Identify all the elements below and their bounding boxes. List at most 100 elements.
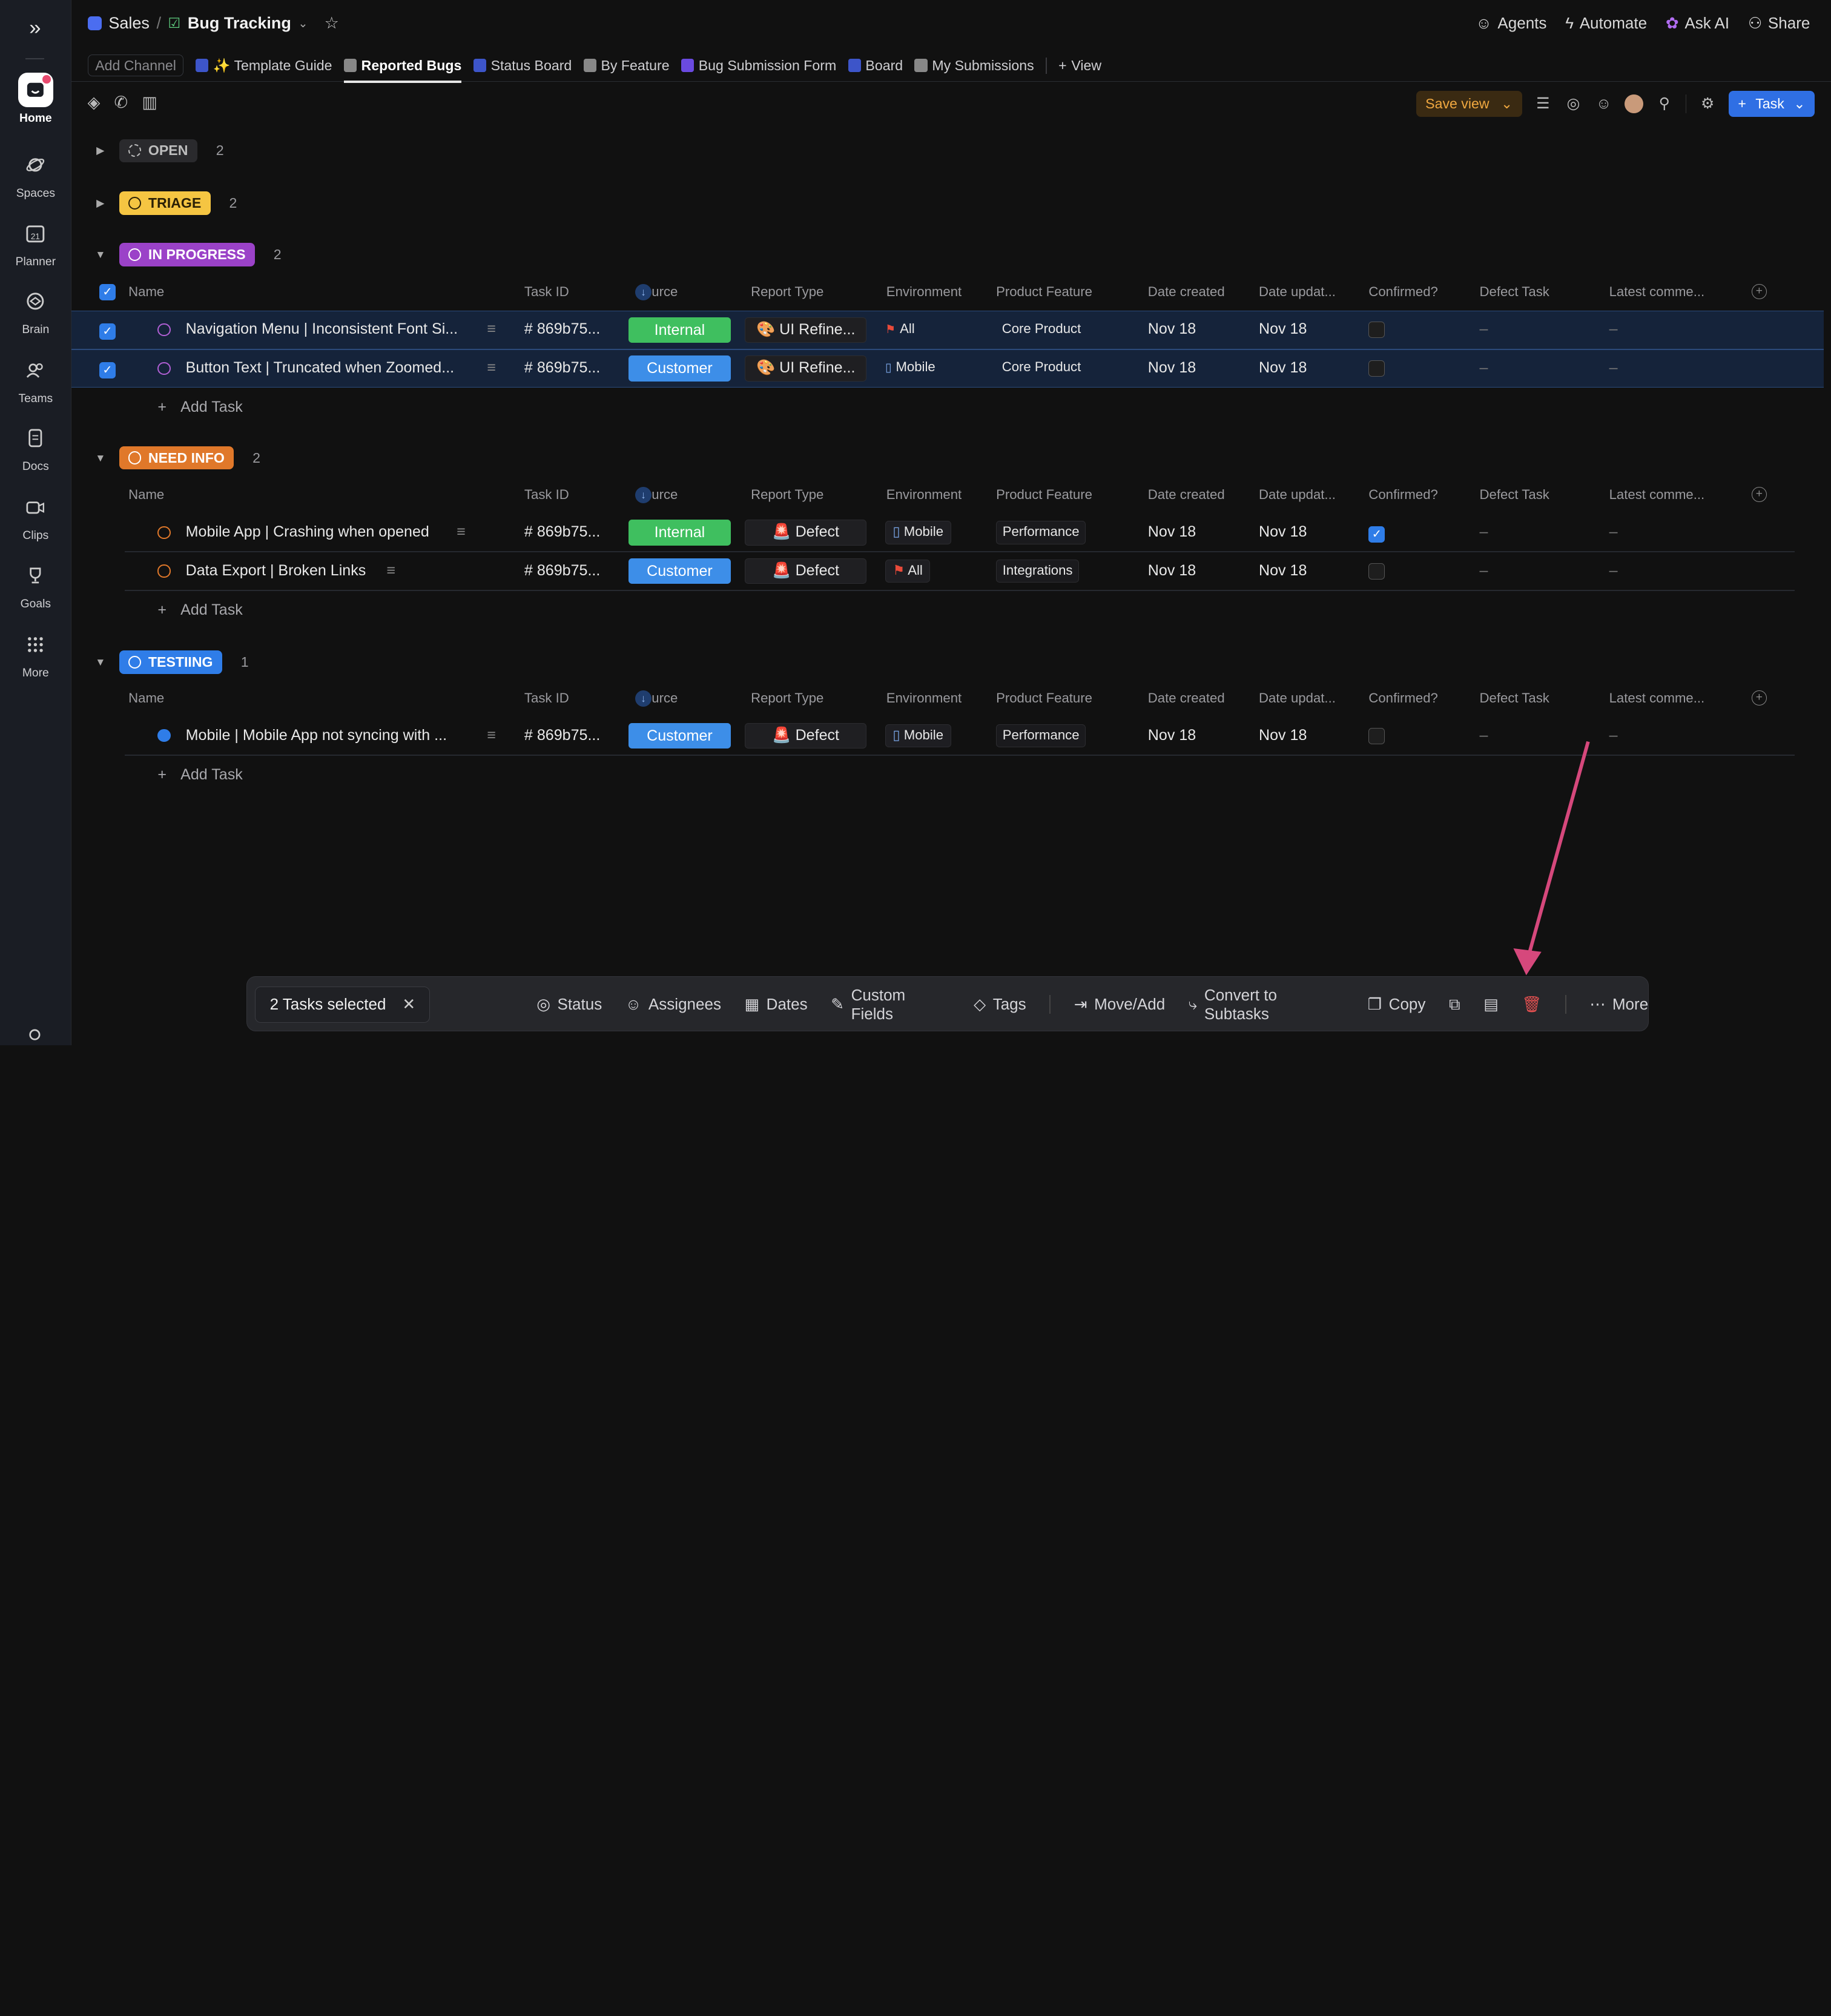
tab-reported-bugs[interactable]: Reported Bugs <box>343 49 461 83</box>
bulk-dates-button[interactable]: ▦ Dates <box>745 995 808 1014</box>
group-open[interactable]: ▶ OPEN 2 <box>93 139 224 163</box>
group-need-info[interactable]: ▼ NEED INFO 2 <box>93 446 260 470</box>
environment-cell[interactable]: ⚑ All <box>885 320 915 337</box>
chevron-down-icon[interactable]: ⌄ <box>1500 96 1513 112</box>
task-id[interactable]: # 869b75... <box>524 523 601 540</box>
add-task-row[interactable]: + Add Task <box>157 601 242 619</box>
column-report-type[interactable]: Report Type <box>751 690 824 706</box>
product-feature-cell[interactable]: Performance <box>996 521 1086 544</box>
gear-icon[interactable]: ⚙ <box>1700 95 1715 113</box>
sidebar-item-planner[interactable]: 21 Planner <box>0 216 71 269</box>
column-name[interactable]: Name <box>128 487 165 503</box>
bulk-more-button[interactable]: ⋯ More <box>1589 995 1648 1014</box>
column-product-feature[interactable]: Product Feature <box>996 283 1092 299</box>
save-view-button[interactable]: Save view ⌄ <box>1416 91 1522 117</box>
group-triage[interactable]: ▶ TRIAGE 2 <box>93 191 237 215</box>
date-updated[interactable]: Nov 18 <box>1259 561 1307 579</box>
search-icon[interactable]: ⚲ <box>1658 95 1671 113</box>
report-type-cell[interactable]: 🚨 Defect <box>745 558 866 584</box>
column-confirmed[interactable]: Confirmed? <box>1368 283 1438 299</box>
column-defect-task[interactable]: Defect Task <box>1479 487 1549 503</box>
task-name[interactable]: Data Export | Broken Links <box>185 561 366 579</box>
close-icon[interactable]: ✕ <box>402 995 416 1014</box>
table-row[interactable]: Mobile App | Crashing when opened ≡ # 86… <box>71 514 1824 553</box>
table-row[interactable]: Data Export | Broken Links ≡ # 869b75...… <box>71 552 1824 591</box>
status-in-progress-icon[interactable] <box>157 323 171 340</box>
latest-comment[interactable]: – <box>1609 320 1618 338</box>
add-task-row[interactable]: + Add Task <box>157 766 242 784</box>
latest-comment[interactable]: – <box>1609 359 1618 377</box>
tab-template-guide[interactable]: ✨ Template Guide <box>195 49 332 82</box>
column-confirmed[interactable]: Confirmed? <box>1368 487 1438 503</box>
column-environment[interactable]: Environment <box>886 487 962 503</box>
archive-icon[interactable]: ▤ <box>1483 995 1499 1014</box>
table-row[interactable]: Mobile | Mobile App not syncing with ...… <box>71 717 1824 756</box>
column-task-id[interactable]: Task ID <box>524 487 569 503</box>
bulk-tags-button[interactable]: ◇ Tags <box>974 995 1026 1014</box>
column-defect-task[interactable]: Defect Task <box>1479 690 1549 706</box>
column-product-feature[interactable]: Product Feature <box>996 690 1092 706</box>
source-cell[interactable]: Internal <box>628 317 731 343</box>
defect-task[interactable]: – <box>1479 359 1488 377</box>
column-latest-comment[interactable]: Latest comme... <box>1609 690 1705 706</box>
task-name[interactable]: Mobile | Mobile App not syncing with ... <box>185 726 447 744</box>
assignee-icon[interactable]: ☺ <box>1595 95 1612 113</box>
trash-icon[interactable]: 🗑 <box>1522 995 1542 1014</box>
date-created[interactable]: Nov 18 <box>1147 726 1196 744</box>
source-cell[interactable]: Customer <box>628 558 731 584</box>
page-title[interactable]: Bug Tracking <box>187 14 291 33</box>
column-date-updated[interactable]: Date updat... <box>1259 487 1336 503</box>
sidebar-item-more[interactable]: More <box>0 627 71 681</box>
share-button[interactable]: ⚇ Share <box>1748 14 1810 33</box>
duplicate-icon[interactable]: ⧉ <box>1448 994 1460 1013</box>
latest-comment[interactable]: – <box>1609 726 1618 744</box>
status-in-progress-icon[interactable] <box>157 362 171 379</box>
bulk-convert-subtasks-button[interactable]: ⤷ Convert to Subtasks <box>1189 986 1344 1023</box>
avatar[interactable] <box>1625 94 1644 114</box>
caret-down-icon[interactable]: ▼ <box>95 248 106 260</box>
chevron-down-icon[interactable]: ⌄ <box>298 17 308 30</box>
task-id[interactable]: # 869b75... <box>524 561 601 579</box>
sidebar-item-clips[interactable]: Clips <box>0 489 71 543</box>
caret-down-icon[interactable]: ▼ <box>95 656 106 668</box>
confirmed-checkbox[interactable] <box>1368 322 1385 342</box>
sidebar-item-docs[interactable]: Docs <box>0 420 71 474</box>
confirmed-checkbox[interactable] <box>1368 360 1385 381</box>
automate-button[interactable]: ϟ Automate <box>1565 14 1647 33</box>
column-date-created[interactable]: Date created <box>1147 283 1225 299</box>
row-checkbox[interactable]: ✓ <box>99 322 116 340</box>
source-cell[interactable]: Customer <box>628 722 731 749</box>
column-latest-comment[interactable]: Latest comme... <box>1609 283 1705 299</box>
filter-icon[interactable]: ☰ <box>1536 95 1550 113</box>
report-type-cell[interactable]: 🚨 Defect <box>745 722 866 749</box>
column-date-created[interactable]: Date created <box>1147 690 1225 706</box>
latest-comment[interactable]: – <box>1609 523 1618 540</box>
product-feature-cell[interactable]: Core Product <box>996 357 1087 380</box>
confirmed-checkbox[interactable] <box>1368 727 1385 749</box>
status-need-info-icon[interactable] <box>157 526 171 543</box>
breadcrumb-space[interactable]: Sales <box>108 14 150 33</box>
environment-cell[interactable]: ⚑ All <box>885 559 931 583</box>
column-date-updated[interactable]: Date updat... <box>1259 283 1336 299</box>
add-channel-button[interactable]: Add Channel <box>87 54 184 77</box>
caret-right-icon[interactable]: ▶ <box>96 144 105 157</box>
column-date-created[interactable]: Date created <box>1147 487 1225 503</box>
column-task-id[interactable]: Task ID <box>524 690 569 706</box>
latest-comment[interactable]: – <box>1609 561 1618 579</box>
sort-down-icon[interactable]: ↓ <box>635 690 652 707</box>
column-task-id[interactable]: Task ID <box>524 283 569 299</box>
source-cell[interactable]: Customer <box>628 355 731 382</box>
date-updated[interactable]: Nov 18 <box>1259 726 1307 744</box>
tab-bug-submission-form[interactable]: Bug Submission Form <box>681 49 836 82</box>
group-in-progress[interactable]: ▼ IN PROGRESS 2 <box>93 243 282 266</box>
bulk-move-add-button[interactable]: ⇥ Move/Add <box>1074 995 1166 1014</box>
group-testing[interactable]: ▼ TESTIING 1 <box>93 650 249 674</box>
defect-task[interactable]: – <box>1479 726 1488 744</box>
sidebar-item-teams[interactable]: Teams <box>0 352 71 406</box>
task-id[interactable]: # 869b75... <box>524 320 601 338</box>
report-type-cell[interactable]: 🚨 Defect <box>745 520 866 546</box>
environment-cell[interactable]: ▯ Mobile <box>885 724 951 748</box>
column-product-feature[interactable]: Product Feature <box>996 487 1092 503</box>
caret-right-icon[interactable]: ▶ <box>96 197 105 210</box>
bulk-custom-fields-button[interactable]: ✎ Custom Fields <box>831 986 950 1023</box>
